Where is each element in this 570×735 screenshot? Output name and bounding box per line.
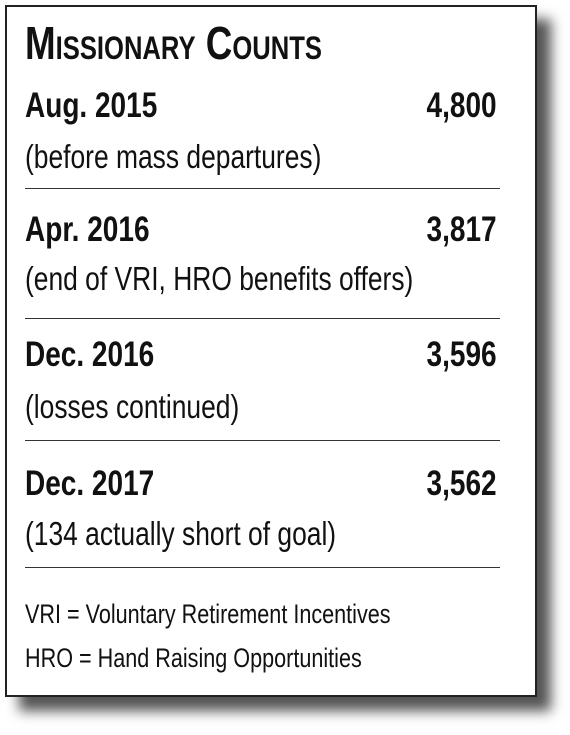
row-note: (losses continued): [25, 388, 240, 425]
row-date: Apr. 2016: [25, 210, 150, 249]
row-date: Dec. 2017: [25, 464, 155, 503]
row-count: 3,596: [426, 335, 497, 374]
footnote: VRI = Voluntary Retirement Incentives: [25, 599, 391, 629]
footnote: HRO = Hand Raising Opportunities: [25, 643, 362, 673]
row-note: (before mass departures): [25, 138, 322, 175]
divider: [25, 188, 500, 189]
row-note: (134 actually short of goal): [25, 515, 337, 552]
row-count: 4,800: [426, 86, 497, 125]
row-count: 3,817: [426, 210, 497, 249]
divider: [25, 440, 500, 441]
title: Missionary Counts: [25, 17, 322, 69]
row-date: Dec. 2016: [25, 335, 155, 374]
divider: [25, 318, 500, 319]
info-box: [5, 5, 537, 697]
divider: [25, 567, 500, 568]
row-count: 3,562: [426, 464, 497, 503]
row-note: (end of VRI, HRO benefits offers): [25, 260, 414, 297]
row-date: Aug. 2015: [25, 86, 158, 125]
